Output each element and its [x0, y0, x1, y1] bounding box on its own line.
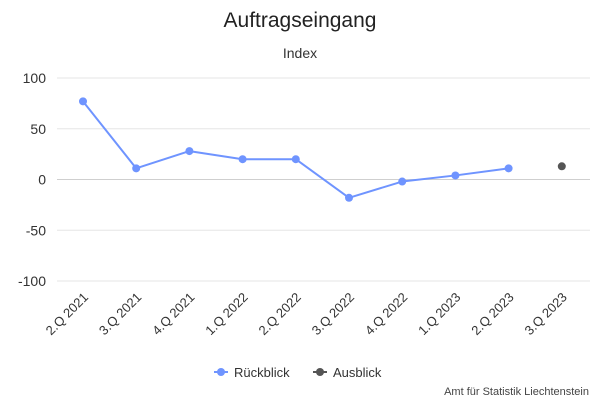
data-point[interactable] [504, 164, 513, 173]
data-point[interactable] [345, 193, 353, 202]
data-point[interactable] [291, 155, 300, 164]
x-tick-label: 3.Q 2023 [521, 290, 569, 338]
legend-label: Ausblick [333, 365, 382, 380]
y-tick-label: -50 [26, 222, 46, 238]
data-point[interactable] [557, 162, 566, 171]
x-tick-label: 4.Q 2022 [362, 290, 410, 338]
legend-marker-swatch [316, 368, 324, 376]
legend[interactable]: Rückblick Ausblick [214, 365, 382, 380]
legend-marker-swatch [217, 368, 225, 376]
data-point[interactable] [132, 164, 141, 173]
x-tick-label: 2.Q 2022 [255, 290, 303, 338]
x-tick-label: 2.Q 2021 [43, 290, 91, 338]
legend-item[interactable]: Ausblick [313, 365, 382, 380]
data-point[interactable] [451, 171, 460, 180]
data-point[interactable] [238, 155, 247, 164]
x-tick-label: 3.Q 2021 [96, 290, 144, 338]
plot-area [79, 97, 566, 202]
y-tick-label: 0 [38, 172, 46, 188]
x-tick-label: 2.Q 2023 [468, 290, 516, 338]
legend-item[interactable]: Rückblick [214, 365, 290, 380]
y-tick-label: 100 [23, 70, 47, 86]
y-tick-label: -100 [18, 273, 46, 289]
series-line-0 [82, 100, 509, 199]
chart-title: Auftragseingang [224, 9, 377, 32]
chart-subtitle: Index [283, 45, 317, 61]
x-tick-label: 3.Q 2022 [309, 290, 357, 338]
source-credit: Amt für Statistik Liechtenstein [444, 386, 589, 398]
x-axis: 2.Q 2021 3.Q 2021 4.Q 2021 1.Q 2022 2.Q 2022… [43, 290, 570, 338]
data-point[interactable] [79, 97, 87, 106]
data-point[interactable] [398, 177, 407, 186]
data-point[interactable] [185, 147, 194, 156]
x-tick-label: 1.Q 2022 [202, 290, 250, 338]
y-tick-label: 50 [30, 121, 46, 137]
x-tick-label: 1.Q 2023 [415, 290, 463, 338]
x-tick-label: 4.Q 2021 [149, 290, 197, 338]
legend-label: Rückblick [234, 365, 290, 380]
y-axis: 100 50 0 -50 -100 [18, 70, 46, 289]
